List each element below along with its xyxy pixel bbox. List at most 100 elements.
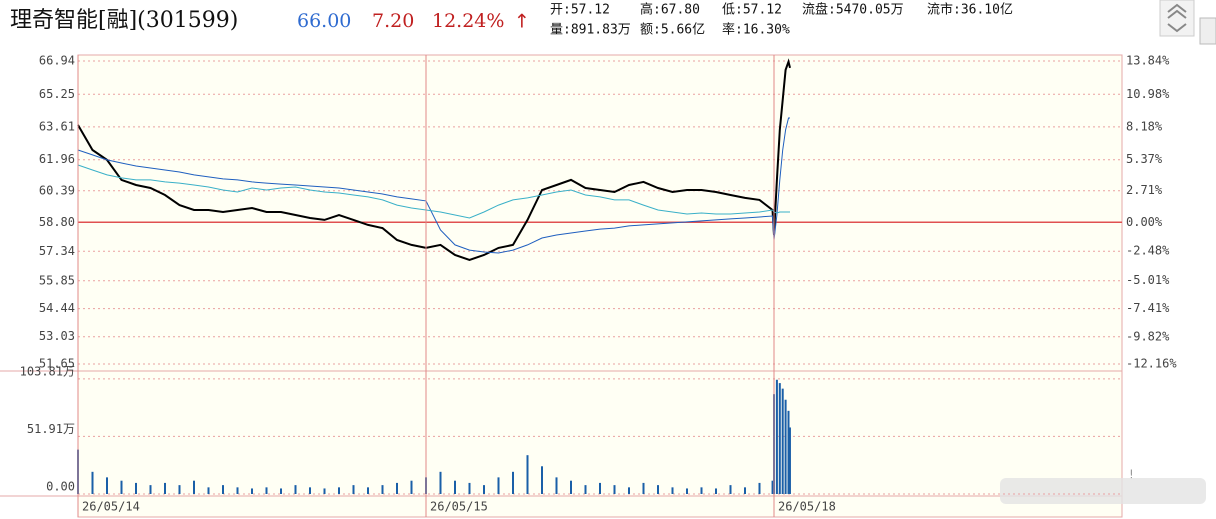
volume-bar xyxy=(106,477,108,494)
price-line xyxy=(77,164,790,219)
volume-bar xyxy=(309,487,311,494)
y2-tick-label: 2.71% xyxy=(1126,183,1163,197)
y2-tick-label: 13.84% xyxy=(1126,53,1170,67)
volume-bar xyxy=(222,485,224,494)
y2-tick-label: 8.18% xyxy=(1126,119,1163,133)
volume-bar xyxy=(775,379,778,494)
volume-bar xyxy=(512,471,514,494)
stat: 流盘:5470.05万 xyxy=(802,2,904,18)
y-tick-label: 57.34 xyxy=(39,244,75,258)
price-line xyxy=(77,58,791,262)
y-tick-label: 54.44 xyxy=(39,301,75,315)
volume-bar xyxy=(352,485,355,494)
x-tick-label: 26/05/18 xyxy=(778,500,836,514)
volume-bar xyxy=(671,487,674,494)
volume-bar xyxy=(193,480,195,494)
volume-bar xyxy=(410,480,413,494)
volume-bar xyxy=(135,482,137,494)
scroll-buttons[interactable] xyxy=(1159,0,1216,45)
volume-bar xyxy=(454,480,456,494)
y2-tick-label: -9.82% xyxy=(1126,329,1170,343)
volume-bar xyxy=(744,487,746,494)
change-percent: 12.24% xyxy=(432,10,504,32)
volume-bar xyxy=(439,471,442,494)
volume-bar xyxy=(686,488,688,494)
volume-bar xyxy=(164,482,166,494)
stat: 低:57.12 xyxy=(722,3,782,18)
volume-bar xyxy=(642,482,645,494)
volume-bar xyxy=(787,410,790,494)
volume-bar xyxy=(729,485,732,494)
y-tick-label: 58.80 xyxy=(39,215,75,229)
y-tick-label: 103.81万 xyxy=(20,364,75,378)
y-tick-label: 53.03 xyxy=(39,329,75,343)
volume-bar xyxy=(149,485,152,494)
x-tick-label: 26/05/15 xyxy=(430,500,488,514)
volume-bar xyxy=(715,488,717,494)
plot-layer: 66.94 65.25 63.61 61.96 60.39 58.80 57.34 55.85… xyxy=(20,53,1177,517)
stock-title: 理奇智能[融](301599) xyxy=(10,8,238,33)
volume-bar xyxy=(784,399,787,494)
volume-bar xyxy=(657,485,659,494)
stat: 率:16.30% xyxy=(722,22,790,38)
y2-tick-label: -5.01% xyxy=(1126,273,1170,287)
y-tick-label: 61.96 xyxy=(39,152,75,166)
y2-tick-label: 10.98% xyxy=(1126,87,1170,101)
x-tick-label: 26/05/14 xyxy=(82,500,140,514)
volume-bar xyxy=(120,480,123,494)
volume-bar xyxy=(497,477,500,494)
y2-tick-label: 0.00% xyxy=(1126,215,1163,229)
volume-bar xyxy=(91,471,94,494)
volume-bar xyxy=(323,488,326,494)
volume-bar xyxy=(178,485,181,494)
y2-tick-label: -12.16% xyxy=(1126,357,1177,371)
y-tick-label: 65.25 xyxy=(39,87,75,101)
volume-bar xyxy=(555,477,558,494)
y-tick-label: 63.61 xyxy=(39,119,75,133)
stat: 额:5.66亿 xyxy=(640,23,705,38)
volume-bar xyxy=(294,485,297,494)
volume-bar xyxy=(381,485,384,494)
volume-bar xyxy=(338,487,340,494)
volume-bar xyxy=(758,482,761,494)
y-tick-label: 51.65 xyxy=(39,357,75,371)
volume-bar xyxy=(778,383,781,494)
y-tick-label: 66.94 xyxy=(39,53,75,67)
volume-bar xyxy=(788,427,791,494)
volume-bar xyxy=(468,482,471,494)
side-tab[interactable] xyxy=(1199,17,1216,45)
volume-bar xyxy=(781,388,784,494)
info-mark: ! xyxy=(1129,468,1134,482)
y2-tick-label: 5.37% xyxy=(1126,152,1163,166)
y2-tick-label: -7.41% xyxy=(1126,301,1170,315)
volume-bar xyxy=(251,488,253,494)
volume-bar xyxy=(483,485,485,494)
plot-area xyxy=(77,54,1123,518)
volume-bar xyxy=(628,487,630,494)
y-tick-label: 0.00 xyxy=(46,480,75,494)
volume-bar xyxy=(396,482,398,494)
y-tick-label: 55.85 xyxy=(39,273,75,287)
stat: 开:57.12 xyxy=(550,3,610,18)
overlay-bar xyxy=(1000,478,1206,504)
stat: 量:891.83万 xyxy=(550,23,631,38)
volume-bar xyxy=(280,488,282,494)
volume-bar xyxy=(265,487,268,494)
stat: 流市:36.10亿 xyxy=(927,2,1013,18)
volume-bar xyxy=(367,487,369,494)
up-arrow: ↑ xyxy=(514,11,530,33)
y-tick-label: 51.91万 xyxy=(27,422,75,436)
volume-bar xyxy=(599,482,601,494)
volume-bar xyxy=(613,485,616,494)
volume-bar xyxy=(541,466,543,494)
price-line xyxy=(77,117,790,254)
volume-bar xyxy=(526,455,529,494)
stat: 高:67.80 xyxy=(640,2,700,18)
volume-bar xyxy=(207,487,210,494)
price-change: 7.20 xyxy=(372,10,414,32)
y-tick-label: 60.39 xyxy=(39,183,75,197)
volume-bar xyxy=(236,487,239,494)
volume-bar xyxy=(584,485,587,494)
volume-bar xyxy=(700,487,703,494)
